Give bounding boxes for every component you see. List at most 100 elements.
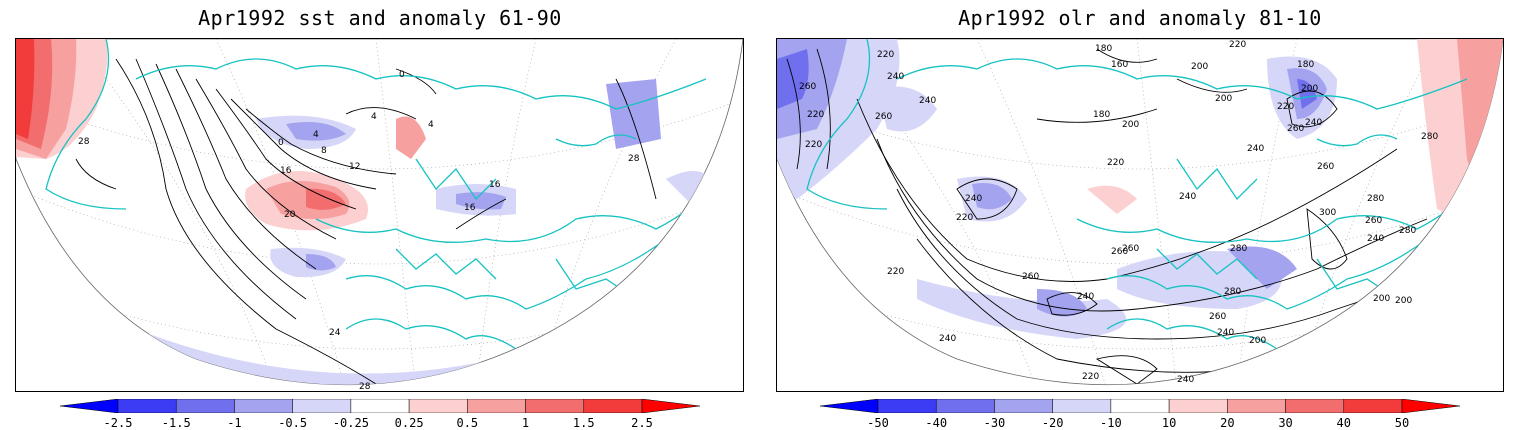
contour-label: 240 xyxy=(1177,375,1194,385)
colorbar-tick-label: 1 xyxy=(521,416,530,430)
colorbar-end-low xyxy=(820,399,879,413)
colorbar-box xyxy=(1110,399,1170,413)
sst-colorbar xyxy=(60,399,700,413)
colorbar-tick-label: -0.5 xyxy=(278,416,308,430)
colorbar-box xyxy=(467,399,526,413)
sst-contour-labels: 28 0 4 4 0 4 8 12 16 16 20 16 24 28 28 xyxy=(78,70,640,391)
contour-label: 28 xyxy=(359,382,371,391)
colorbar-tick-label: 40 xyxy=(1336,416,1351,430)
colorbar-tick-label: 1.5 xyxy=(572,416,595,430)
contour-label: 240 xyxy=(887,72,904,82)
colorbar-box xyxy=(292,399,352,413)
colorbar-box xyxy=(1052,399,1112,413)
contour-label: 240 xyxy=(1179,192,1196,202)
olr-contours xyxy=(786,48,1458,385)
contour-label: 180 xyxy=(1297,60,1314,70)
contour-label: 180 xyxy=(1093,110,1110,120)
contour-label: 260 xyxy=(1287,124,1304,134)
colorbar-box xyxy=(525,399,585,413)
olr-panel-title: Apr1992 olr and anomaly 81-10 xyxy=(958,6,1322,30)
colorbar-tick-label: -40 xyxy=(925,416,948,430)
colorbar-tick-label: 0.5 xyxy=(456,416,479,430)
contour-label: 16 xyxy=(489,180,501,190)
contour-label: 240 xyxy=(1305,118,1322,128)
colorbar-tick-label: -30 xyxy=(983,416,1006,430)
contour-label: 200 xyxy=(1122,120,1139,130)
colorbar-end-high xyxy=(1401,399,1460,413)
olr-panel: Apr1992 olr and anomaly 81-10 xyxy=(760,0,1520,430)
contour-label: 260 xyxy=(1365,216,1382,226)
contour-label: 240 xyxy=(1217,328,1234,338)
colorbar-tick-label: 0.25 xyxy=(394,416,424,430)
colorbar-end-high xyxy=(641,399,700,413)
colorbar-tick-label: 20 xyxy=(1220,416,1235,430)
colorbar-box xyxy=(175,399,235,413)
colorbar-tick-label: 10 xyxy=(1161,416,1177,430)
colorbar-box xyxy=(994,399,1053,413)
contour-label: 200 xyxy=(1249,336,1266,346)
contour-label: 4 xyxy=(371,112,377,122)
contour-label: 220 xyxy=(877,50,894,60)
contour-label: 260 xyxy=(1022,272,1039,282)
contour-label: 240 xyxy=(1367,234,1384,244)
sst-anomaly-shading xyxy=(16,39,716,385)
olr-colorbar xyxy=(820,399,1460,413)
colorbar-tick-label: 30 xyxy=(1278,416,1293,430)
colorbar-tick-label: -1.5 xyxy=(161,416,191,430)
colorbar-box xyxy=(583,399,643,413)
contour-label: 220 xyxy=(805,140,822,150)
colorbar-box xyxy=(1227,399,1286,413)
colorbar-box xyxy=(117,399,177,413)
contour-label: 240 xyxy=(965,194,982,204)
contour-label: 260 xyxy=(1317,162,1334,172)
contour-label: 240 xyxy=(1247,144,1264,154)
contour-label: 280 xyxy=(1230,244,1247,254)
contour-label: 220 xyxy=(1229,40,1246,50)
contour-label: 280 xyxy=(1421,132,1438,142)
contour-label: 280 xyxy=(1224,287,1241,297)
contour-label: 260 xyxy=(799,82,816,92)
colorbar-tick-label: -0.25 xyxy=(332,416,369,430)
olr-coastlines xyxy=(806,39,1478,350)
contour-label: 240 xyxy=(939,334,956,344)
contour-label: 260 xyxy=(875,112,892,122)
contour-label: 220 xyxy=(1277,102,1294,112)
colorbar-tick-label: -20 xyxy=(1041,416,1064,430)
sst-map-canvas: 28 0 4 4 0 4 8 12 16 16 20 16 24 28 28 xyxy=(16,39,743,391)
colorbar-box xyxy=(935,399,995,413)
olr-map-canvas: 220 240 260 240 220 260 180 160 200 180 … xyxy=(777,39,1503,386)
sst-panel-title: Apr1992 sst and anomaly 61-90 xyxy=(198,6,562,30)
contour-label: 260 xyxy=(1111,247,1128,257)
colorbar-box xyxy=(350,399,410,413)
colorbar-tick-label: -10 xyxy=(1100,416,1122,430)
sst-coastlines xyxy=(45,39,717,350)
olr-contour-labels: 220 240 260 240 220 260 180 160 200 180 … xyxy=(799,40,1438,385)
colorbar-box xyxy=(877,399,937,413)
colorbar-end-low xyxy=(60,399,119,413)
contour-label: 220 xyxy=(1082,372,1099,382)
contour-label: 180 xyxy=(1095,44,1112,54)
colorbar-tick-label: 50 xyxy=(1394,416,1410,430)
contour-label: 200 xyxy=(1215,94,1232,104)
sst-panel: Apr1992 sst and anomaly 61-90 xyxy=(15,6,744,430)
olr-anomaly-shading xyxy=(777,39,1503,385)
contour-label: 260 xyxy=(1122,244,1139,254)
contour-label: 200 xyxy=(1373,294,1390,304)
contour-label: 280 xyxy=(1367,194,1384,204)
contour-label: 200 xyxy=(1395,296,1412,306)
contour-label: 4 xyxy=(313,130,319,140)
colorbar-tick-label: -1 xyxy=(227,416,242,430)
contour-label: 28 xyxy=(628,154,640,164)
contour-label: 220 xyxy=(956,213,973,223)
colorbar-box xyxy=(408,399,468,413)
colorbar-tick-label: -50 xyxy=(867,416,889,430)
contour-label: 8 xyxy=(321,146,327,156)
contour-label: 160 xyxy=(1111,60,1128,70)
contour-label: 20 xyxy=(284,210,296,220)
contour-label: 12 xyxy=(349,162,360,172)
contour-label: 200 xyxy=(1191,62,1208,72)
contour-label: 4 xyxy=(428,120,434,130)
contour-label: 24 xyxy=(329,328,341,338)
sst-map: 28 0 4 4 0 4 8 12 16 16 20 16 24 28 28 xyxy=(15,38,744,392)
contour-label: 200 xyxy=(1301,84,1318,94)
